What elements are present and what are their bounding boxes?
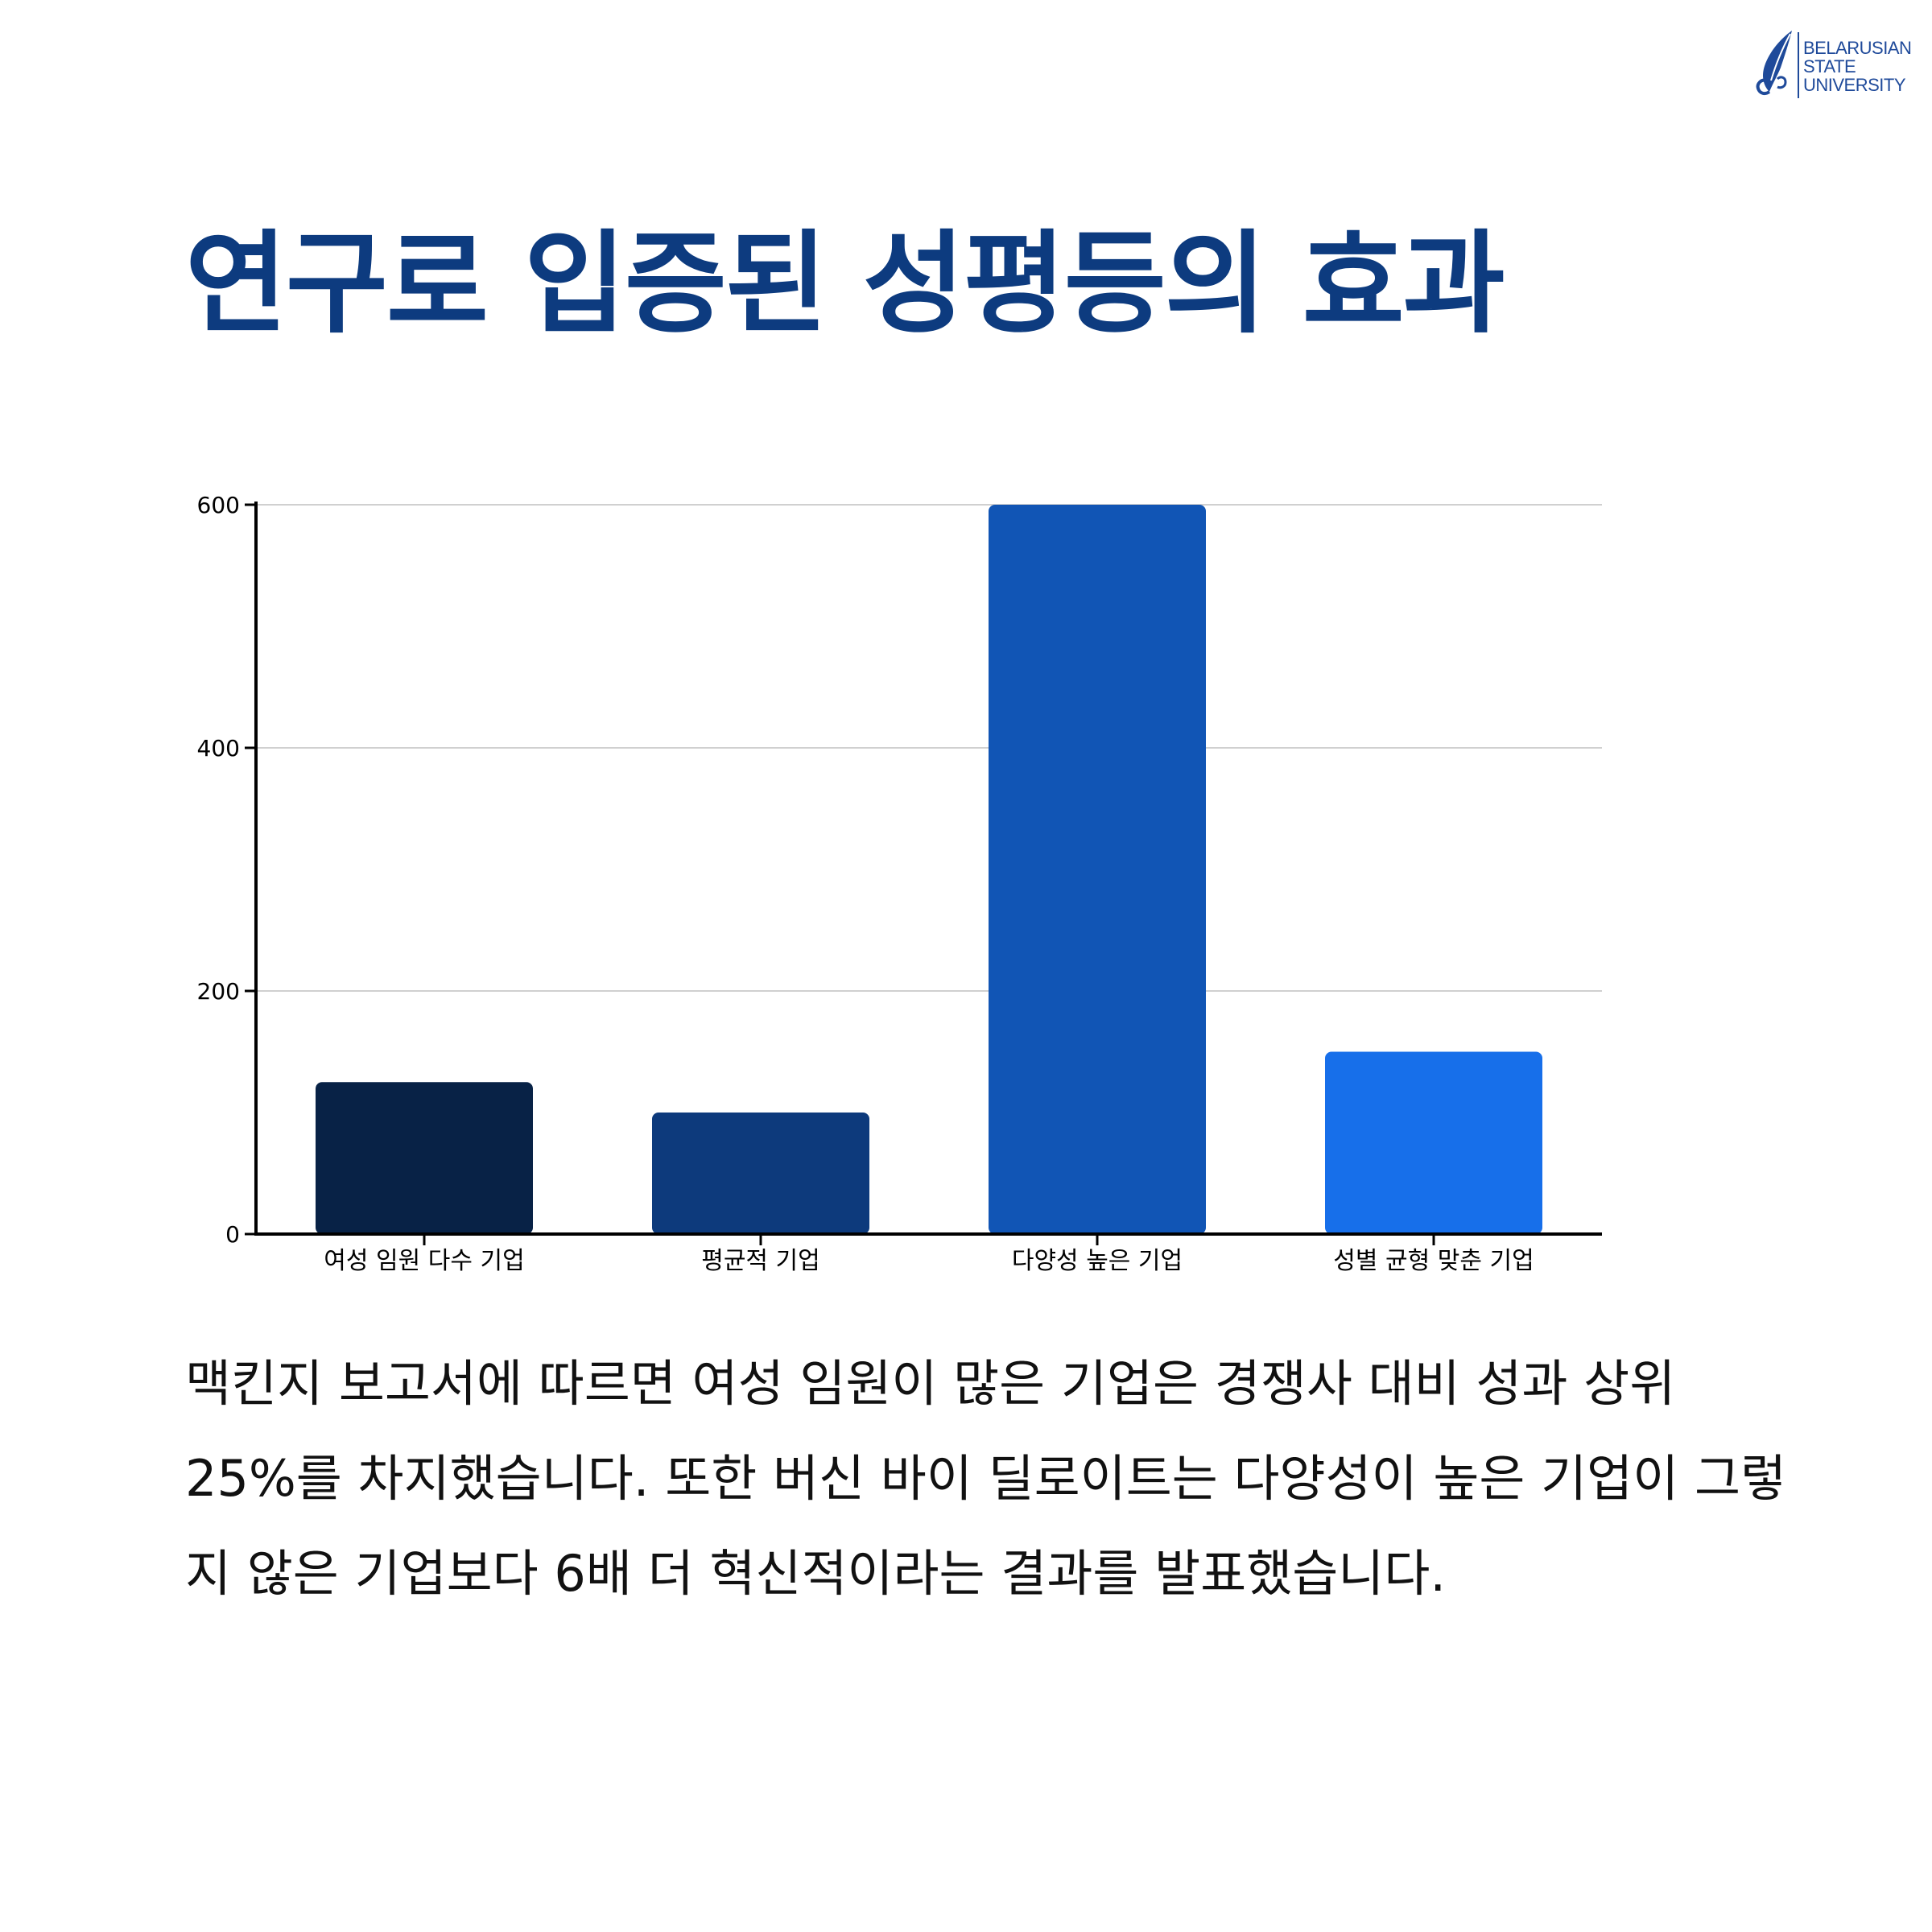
logo-text: BELARUSIAN STATE UNIVERSITY (1803, 38, 1912, 95)
y-tick-label: 600 (197, 492, 240, 518)
body-paragraph: 맥킨지 보고서에 따르면 여성 임원이 많은 기업은 경쟁사 대비 성과 상위 … (185, 1354, 1787, 1603)
logo-line-2: STATE (1803, 56, 1856, 76)
university-logo: BELARUSIAN STATE UNIVERSITY (1753, 27, 1922, 101)
x-tick-label: 다양성 높은 기업 (1012, 1247, 1183, 1275)
x-tick-label: 성별 균형 맞춘 기업 (1333, 1247, 1534, 1275)
bar (989, 505, 1206, 1234)
x-tick-label: 평균적 기업 (701, 1247, 820, 1275)
x-tick-label: 여성 임원 다수 기업 (324, 1247, 524, 1275)
logo-line-1: BELARUSIAN (1803, 38, 1912, 58)
bar-chart: 0 200 400 600 여성 임원 다수 기업 평균적 기업 다양성 높은 기업 성별 균… (197, 492, 1602, 1275)
y-tick-label: 0 (225, 1221, 240, 1248)
bar (316, 1082, 533, 1234)
logo-line-3: UNIVERSITY (1803, 75, 1906, 95)
feather-icon (1756, 31, 1799, 98)
page-title: 연구로 입증된 성평등의 효과 (185, 219, 1505, 349)
y-tick-label: 200 (197, 978, 240, 1005)
bar (1325, 1051, 1542, 1234)
bar (652, 1113, 869, 1234)
y-tick-label: 400 (197, 735, 240, 762)
